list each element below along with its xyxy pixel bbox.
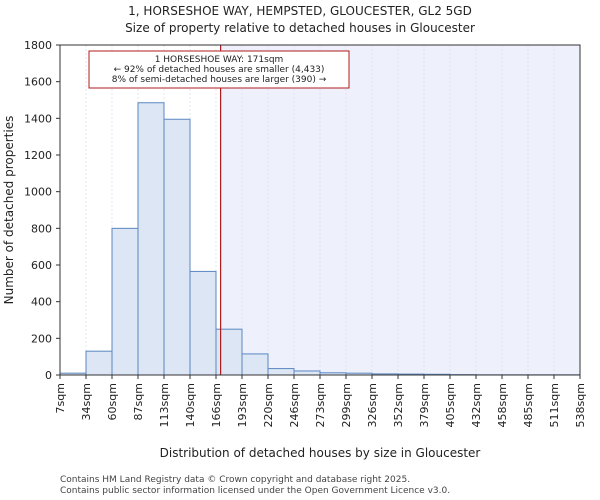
- y-tick-label: 1000: [24, 186, 52, 199]
- bar: [163, 118, 191, 376]
- x-tick-label: 299sqm: [340, 383, 353, 427]
- bar: [241, 353, 269, 376]
- y-tick-label: 1600: [24, 76, 52, 89]
- footer-line-2: Contains public sector information licen…: [60, 486, 450, 496]
- x-tick-label: 166sqm: [210, 383, 223, 427]
- y-tick-label: 800: [31, 222, 52, 235]
- bar: [293, 370, 321, 376]
- x-tick-label: 485sqm: [522, 383, 535, 427]
- highlight-region: [220, 45, 580, 375]
- y-tick-label: 1200: [24, 149, 52, 162]
- x-tick-label: 140sqm: [184, 383, 197, 427]
- bar: [267, 368, 295, 376]
- x-tick-label: 87sqm: [132, 383, 145, 420]
- bar: [189, 270, 217, 376]
- annotation-line-3: 8% of semi-detached houses are larger (3…: [112, 75, 327, 85]
- annotation-border: [88, 50, 350, 89]
- annotation-line-1: 1 HORSESHOE WAY: 171sqm: [155, 55, 284, 65]
- bar: [215, 328, 243, 376]
- x-tick-label: 273sqm: [314, 383, 327, 427]
- y-tick-label: 1800: [24, 39, 52, 52]
- x-tick-label: 538sqm: [574, 383, 587, 427]
- chart-subtitle: Size of property relative to detached ho…: [125, 21, 475, 35]
- x-tick-label: 379sqm: [418, 383, 431, 427]
- x-tick-label: 7sqm: [54, 383, 67, 413]
- bar: [137, 102, 165, 376]
- y-tick-label: 400: [31, 296, 52, 309]
- annotation-line-2: ← 92% of detached houses are smaller (4,…: [114, 65, 325, 75]
- y-tick-label: 200: [31, 332, 52, 345]
- bar: [111, 227, 139, 376]
- x-tick-label: 511sqm: [548, 383, 561, 427]
- x-tick-label: 352sqm: [392, 383, 405, 427]
- x-ticks-layer: 7sqm 34sqm 60sqm 87sqm 113sqm 140sqm 166sqm 193…: [54, 375, 587, 427]
- x-tick-label: 34sqm: [80, 383, 93, 420]
- bars-layer: [59, 102, 581, 376]
- y-tick-label: 600: [31, 259, 52, 272]
- x-axis-label: Distribution of detached houses by size …: [160, 446, 481, 460]
- x-tick-label: 246sqm: [288, 383, 301, 427]
- x-tick-label: 432sqm: [470, 383, 483, 427]
- x-tick-label: 326sqm: [366, 383, 379, 427]
- x-tick-label: 60sqm: [106, 383, 119, 420]
- annotation-box: 1 HORSESHOE WAY: 171sqm ← 92% of detache…: [88, 50, 350, 89]
- x-tick-label: 193sqm: [236, 383, 249, 427]
- y-tick-label: 0: [45, 369, 52, 382]
- y-tick-label: 1400: [24, 112, 52, 125]
- x-tick-label: 458sqm: [496, 383, 509, 427]
- chart-title: 1, HORSESHOE WAY, HEMPSTED, GLOUCESTER, …: [128, 4, 472, 18]
- x-tick-label: 220sqm: [262, 383, 275, 427]
- y-axis-label: Number of detached properties: [2, 116, 16, 305]
- x-tick-label: 405sqm: [444, 383, 457, 427]
- y-ticks-layer: 0 200 400 600 800 1000 1200 1400 1600 1800: [24, 39, 60, 382]
- bar: [85, 350, 113, 376]
- x-tick-label: 113sqm: [158, 383, 171, 427]
- footer-line-1: Contains HM Land Registry data © Crown c…: [60, 475, 410, 485]
